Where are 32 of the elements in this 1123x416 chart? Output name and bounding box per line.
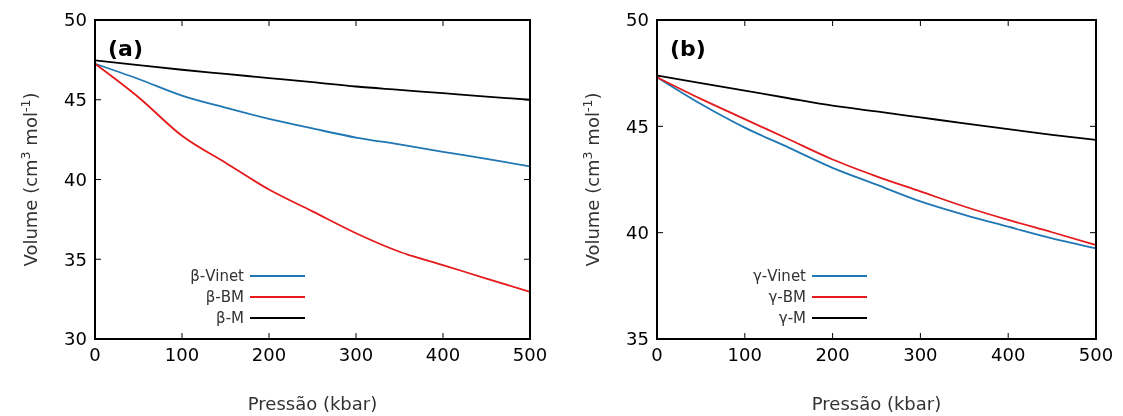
text: (a) xyxy=(108,36,143,61)
x-tick-label: 300 xyxy=(903,344,938,365)
text: (b) xyxy=(670,36,706,61)
y-tick-label: 35 xyxy=(64,248,87,270)
y-tick-label: 50 xyxy=(64,9,87,31)
x-tick-label: 100 xyxy=(727,344,762,365)
y-tick-label: 45 xyxy=(64,89,87,111)
x-axis-title: Pressão (kbar) xyxy=(247,393,378,414)
y-tick-label: 45 xyxy=(626,115,649,137)
line-series xyxy=(94,62,531,168)
legend-label: γ-BM xyxy=(768,288,806,307)
x-tick-label: 200 xyxy=(815,344,850,365)
x-tick-label: 100 xyxy=(164,344,200,365)
x-tick-label: 500 xyxy=(512,344,548,365)
y-tick-label: 50 xyxy=(626,9,649,31)
x-tick-label: 400 xyxy=(425,344,461,365)
x-tick-label: 0 xyxy=(89,344,101,365)
legend-label: γ-Vinet xyxy=(752,267,807,286)
legend-label: β-Vinet xyxy=(190,267,245,286)
x-tick-label: 400 xyxy=(991,344,1026,365)
x-tick-label: 300 xyxy=(338,344,374,365)
legend-label: β-BM xyxy=(205,288,244,307)
x-axis-title: Pressão (kbar) xyxy=(811,393,942,414)
x-tick-label: 200 xyxy=(251,344,287,365)
x-tick-label: 0 xyxy=(651,344,663,365)
y-tick-label: 35 xyxy=(626,328,649,350)
x-tick-label: 500 xyxy=(1078,344,1114,365)
legend-label: γ-M xyxy=(778,309,806,328)
y-tick-label: 40 xyxy=(64,168,87,190)
y-tick-label: 30 xyxy=(64,328,87,350)
legend-label: β-M xyxy=(216,309,244,328)
y-tick-label: 40 xyxy=(626,221,649,243)
